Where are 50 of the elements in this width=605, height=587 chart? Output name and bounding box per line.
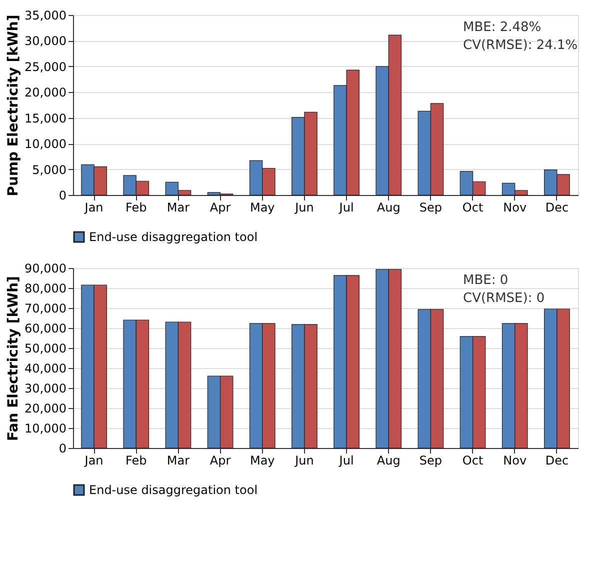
annotation: MBE: 0 xyxy=(463,273,508,288)
x-tick-label: May xyxy=(250,454,275,468)
x-tick-label: Apr xyxy=(210,200,231,214)
x-tick-label: Mar xyxy=(166,454,190,468)
legend-label: End-use disaggregation tool xyxy=(89,483,258,497)
y-tick-label: 15,000 xyxy=(24,111,66,126)
x-tick-label: Sep xyxy=(419,454,442,468)
x-tick-label: Feb xyxy=(126,200,147,214)
x-tick-label: Jul xyxy=(338,454,354,468)
annotation: CV(RMSE): 24.1% xyxy=(463,38,578,53)
y-tick-label: 10,000 xyxy=(24,137,66,152)
y-tick-label: 10,000 xyxy=(24,422,66,436)
y-tick-label: 50,000 xyxy=(24,342,66,356)
y-tick-label: 90,000 xyxy=(24,262,66,276)
y-tick-label: 5,000 xyxy=(32,162,66,177)
x-tick-label: Sep xyxy=(419,200,442,214)
y-axis-title: Fan Electricity [kWh] xyxy=(6,276,22,441)
y-tick-label: 20,000 xyxy=(24,402,66,416)
y-tick-label: 60,000 xyxy=(24,322,66,336)
x-tick-label: Dec xyxy=(545,454,569,468)
x-tick-label: Oct xyxy=(462,454,484,468)
annotation: CV(RMSE): 0 xyxy=(463,291,545,306)
y-tick-label: 30,000 xyxy=(24,34,66,48)
y-tick-label: 30,000 xyxy=(24,382,66,396)
annotation: MBE: 2.48% xyxy=(463,20,542,35)
y-tick-label: 80,000 xyxy=(24,282,66,296)
x-tick-label: Jun xyxy=(294,454,314,468)
x-tick-label: Jan xyxy=(84,454,104,468)
x-tick-label: Oct xyxy=(462,200,484,214)
y-tick-label: 0 xyxy=(58,442,66,456)
x-tick-label: Jan xyxy=(84,200,104,214)
y-tick-label: 35,000 xyxy=(24,8,66,22)
x-tick-label: Nov xyxy=(503,454,527,468)
y-axis-title: Pump Electricity [kWh] xyxy=(6,14,22,196)
legend-label: End-use disaggregation tool xyxy=(89,230,258,244)
x-tick-label: Mar xyxy=(166,200,190,214)
x-tick-label: Aug xyxy=(376,200,400,214)
y-tick-label: 0 xyxy=(58,188,66,202)
x-tick-label: Feb xyxy=(126,454,147,468)
y-tick-label: 20,000 xyxy=(24,86,66,100)
y-tick-label: 70,000 xyxy=(24,302,66,316)
x-tick-label: Jun xyxy=(294,200,314,214)
x-tick-label: Dec xyxy=(545,200,569,214)
y-tick-label: 40,000 xyxy=(24,362,66,376)
y-tick-label: 25,000 xyxy=(24,60,66,74)
x-tick-label: Apr xyxy=(210,454,231,468)
x-tick-label: Jul xyxy=(338,200,354,214)
x-tick-label: Nov xyxy=(503,200,527,214)
x-tick-label: Aug xyxy=(376,454,400,468)
x-tick-label: May xyxy=(250,200,275,214)
